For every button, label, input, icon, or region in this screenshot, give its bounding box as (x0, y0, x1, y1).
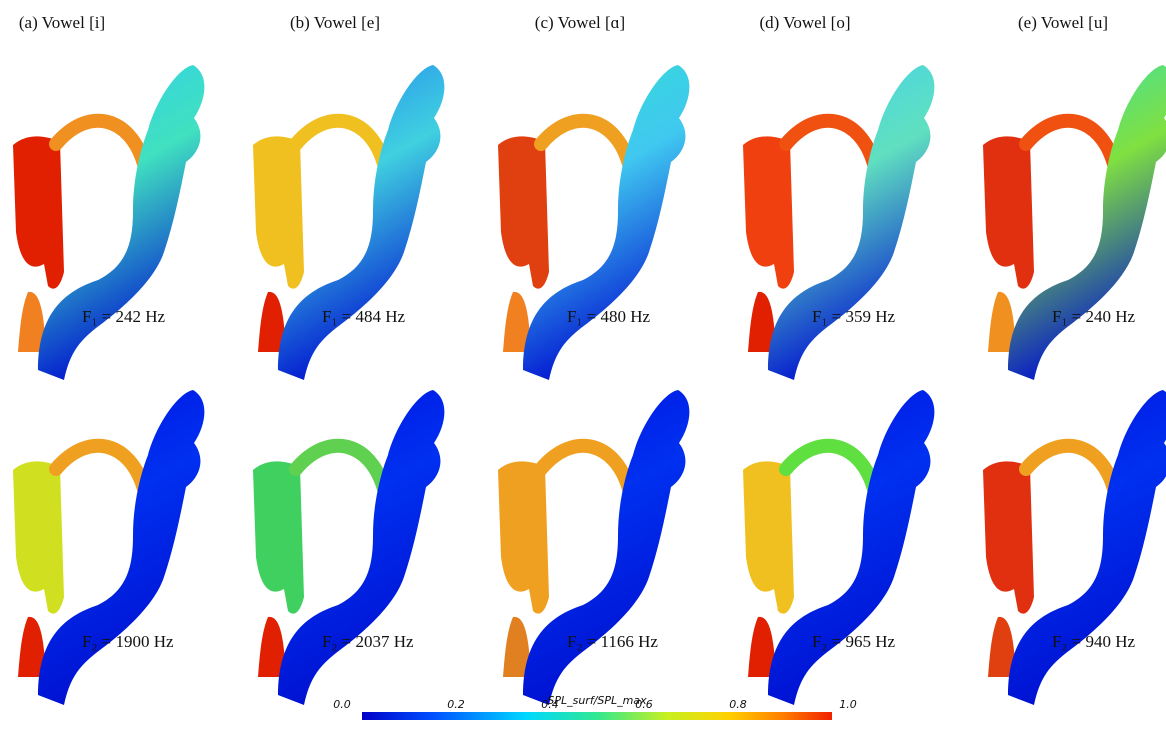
oral-arch (296, 121, 384, 164)
panel-title: (c) Vowel [ɑ] (535, 13, 625, 32)
colorbar (362, 712, 832, 720)
panel-title: (d) Vowel [o] (760, 13, 851, 32)
nasal-cavity (498, 136, 549, 288)
formant-label: F₁ = 484 Hz (322, 307, 405, 326)
formant-label: F₂ = 940 Hz (1052, 632, 1135, 651)
colorbar-label: SPL_surf/SPL_max (547, 694, 647, 707)
figure: (a) Vowel [i] F₁ = 242 Hz F₂ = 1900 Hz (b) … (0, 0, 1166, 747)
airway (523, 65, 689, 380)
nasal-cavity (983, 136, 1034, 288)
oral-arch (296, 446, 384, 489)
colorbar-tick-label: 0.8 (729, 698, 747, 711)
nasal-cavity (253, 461, 304, 613)
formant-label: F₁ = 240 Hz (1052, 307, 1135, 326)
airway (278, 65, 444, 380)
oral-arch (1026, 121, 1114, 164)
formant-label: F₂ = 1900 Hz (82, 632, 174, 651)
oral-arch (56, 121, 144, 164)
airway (278, 390, 444, 705)
colorbar-tick-label: 0.0 (333, 698, 351, 711)
formant-label: F₂ = 1166 Hz (567, 632, 658, 651)
vocal-tract (253, 390, 444, 705)
nasal-cavity (13, 136, 64, 288)
airway (38, 390, 204, 705)
colorbar-tick-label: 1.0 (839, 698, 857, 711)
airway (768, 390, 934, 705)
airway (38, 65, 204, 380)
colorbar-tick-label: 0.2 (447, 698, 465, 711)
colorbar-tick-label: 0.6 (635, 698, 653, 711)
vocal-tract (743, 65, 934, 380)
panel-title: (a) Vowel [i] (19, 13, 105, 32)
vocal-tract (743, 390, 934, 705)
vocal-tract (498, 65, 689, 380)
vocal-tract (983, 390, 1166, 705)
vocal-tract (498, 390, 689, 705)
oral-arch (786, 446, 874, 489)
vocal-tract (253, 65, 444, 380)
panel-title: (b) Vowel [e] (290, 13, 380, 32)
vocal-tract (13, 65, 204, 380)
nasal-cavity (253, 136, 304, 288)
formant-label: F₂ = 965 Hz (812, 632, 895, 651)
nasal-cavity (13, 461, 64, 613)
formant-label: F₁ = 359 Hz (812, 307, 895, 326)
oral-arch (541, 121, 629, 164)
panel-title: (e) Vowel [u] (1018, 13, 1108, 32)
oral-arch (786, 121, 874, 164)
vocal-tract (983, 65, 1166, 380)
airway (523, 390, 689, 705)
nasal-cavity (743, 136, 794, 288)
nasal-cavity (743, 461, 794, 613)
nasal-cavity (498, 461, 549, 613)
colorbar-tick-label: 0.4 (541, 698, 559, 711)
oral-arch (1026, 446, 1114, 489)
formant-label: F₂ = 2037 Hz (322, 632, 414, 651)
airway (768, 65, 934, 380)
formant-label: F₁ = 242 Hz (82, 307, 165, 326)
vocal-tract (13, 390, 204, 705)
nasal-cavity (983, 461, 1034, 613)
oral-arch (56, 446, 144, 489)
oral-arch (541, 446, 629, 489)
formant-label: F₁ = 480 Hz (567, 307, 650, 326)
